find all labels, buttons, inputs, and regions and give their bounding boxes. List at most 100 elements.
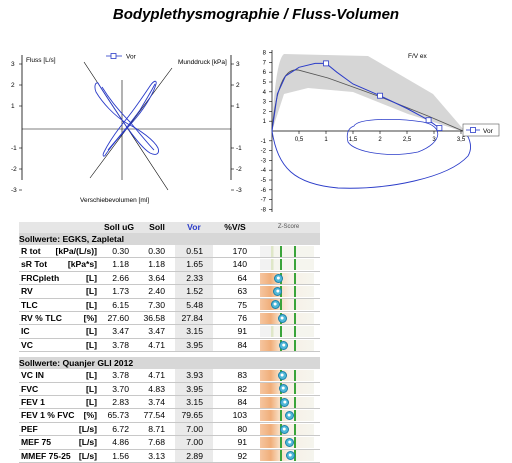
param-name: sR Tot [kPa*s] bbox=[19, 257, 99, 272]
param-unit: [kPa*s] bbox=[67, 259, 97, 270]
zscore-marker: ● bbox=[279, 424, 289, 434]
table-row: FRCpleth [L] 2.66 3.64 2.33 64 ● bbox=[19, 271, 320, 286]
param-name: PEF [L/s] bbox=[19, 422, 99, 437]
cell-soll-ug: 2.66 bbox=[99, 271, 139, 286]
cell-pct: 80 bbox=[213, 422, 257, 437]
cell-soll-ug: 3.78 bbox=[99, 338, 139, 353]
fv-y-tick-label: -4 bbox=[261, 168, 267, 174]
cell-pct: 76 bbox=[213, 311, 257, 326]
cell-zscore: ● bbox=[257, 395, 320, 410]
param-name: R tot [kPa/(L/s)] bbox=[19, 245, 99, 259]
cell-soll: 2.40 bbox=[139, 284, 175, 299]
cell-zscore: ● bbox=[257, 338, 320, 353]
table-header-row: Soll uG Soll Vor %V/S Z-Score bbox=[19, 222, 320, 233]
left-axis-tick-label: 2 bbox=[11, 82, 15, 89]
zscore-marker: ● bbox=[285, 437, 295, 447]
cell-soll-ug: 3.70 bbox=[99, 382, 139, 397]
zscore-bar bbox=[260, 245, 314, 257]
param-unit: [L/s] bbox=[78, 423, 97, 434]
fv-y-tick-label: -2 bbox=[261, 149, 267, 155]
section-title: Sollwerte: Quanjer GLI 2012 bbox=[19, 357, 320, 370]
cell-vor: 3.93 bbox=[175, 369, 213, 383]
param-name: FRCpleth [L] bbox=[19, 271, 99, 286]
cell-soll: 4.71 bbox=[139, 338, 175, 353]
fv-ex-chart: F/V ex 8 7 6 5 4 3 2 1 -1 -2 -3 -4 -5 -6 -7 -8 0,5 1 1,5 2… bbox=[261, 50, 500, 213]
cell-zscore: ● bbox=[257, 284, 320, 299]
pressure-flow-loop bbox=[94, 80, 159, 157]
table-row: MEF 75 [L/s] 4.86 7.68 7.00 91 ● bbox=[19, 435, 320, 450]
cell-zscore: ● bbox=[257, 271, 320, 286]
cell-pct: 170 bbox=[213, 245, 257, 259]
zscore-bar: ● bbox=[260, 339, 314, 351]
param-unit: [L/s] bbox=[78, 450, 97, 461]
fv-chart-title: F/V ex bbox=[408, 53, 428, 60]
zscore-bar: ● bbox=[260, 312, 314, 324]
table-row: IC [L] 3.47 3.47 3.15 91 bbox=[19, 324, 320, 339]
left-axis-tick-label: -2 bbox=[11, 166, 17, 173]
param-unit: [L] bbox=[86, 272, 97, 283]
series-point-marker bbox=[323, 60, 329, 67]
cell-zscore bbox=[257, 324, 320, 339]
param-name: IC [L] bbox=[19, 324, 99, 339]
cell-pct: 84 bbox=[213, 395, 257, 410]
right-axis-tick-label: 2 bbox=[236, 82, 240, 89]
header-name bbox=[19, 222, 99, 233]
cell-zscore bbox=[257, 245, 320, 259]
fv-x-tick-label: 3 bbox=[432, 137, 436, 143]
cell-soll-ug: 4.86 bbox=[99, 435, 139, 450]
param-name: RV [L] bbox=[19, 284, 99, 299]
inspiratory-loop bbox=[271, 130, 471, 189]
left-axis-tick-label: 1 bbox=[11, 103, 15, 110]
cell-soll: 3.64 bbox=[139, 271, 175, 286]
table-row: RV % TLC [%] 27.60 36.58 27.84 76 ● bbox=[19, 311, 320, 326]
fv-chart-legend-label: Vor bbox=[483, 128, 494, 135]
fv-y-tick-label: 3 bbox=[263, 100, 267, 106]
tidal-loop bbox=[346, 118, 439, 155]
fv-x-tick-label: 0,5 bbox=[295, 137, 304, 143]
zscore-marker: ● bbox=[273, 273, 283, 283]
series-point-marker bbox=[436, 125, 443, 131]
cell-soll-ug: 6.72 bbox=[99, 422, 139, 437]
cell-vor: 3.15 bbox=[175, 395, 213, 410]
cell-soll-ug: 1.56 bbox=[99, 449, 139, 463]
fv-y-tick-label: -6 bbox=[261, 188, 267, 194]
zscore-bar: ● bbox=[260, 423, 314, 435]
cell-soll: 7.68 bbox=[139, 435, 175, 450]
cell-soll: 1.18 bbox=[139, 257, 175, 272]
param-unit: [%] bbox=[83, 410, 97, 421]
fv-y-tick-label: 4 bbox=[263, 90, 267, 96]
cell-pct: 84 bbox=[213, 338, 257, 353]
fv-x-tick-label: 2,5 bbox=[403, 137, 412, 143]
param-name: FVC [L] bbox=[19, 382, 99, 397]
fv-y-tick-label: -5 bbox=[261, 178, 267, 184]
table-row: VC IN [L] 3.78 4.71 3.93 83 ● bbox=[19, 369, 320, 383]
cell-soll-ug: 2.83 bbox=[99, 395, 139, 410]
zscore-bar: ● bbox=[260, 410, 314, 422]
cell-pct: 75 bbox=[213, 298, 257, 313]
section-spacer bbox=[19, 351, 320, 358]
cell-soll: 77.54 bbox=[139, 408, 175, 423]
param-name: MEF 75 [L/s] bbox=[19, 435, 99, 450]
fv-y-tick-label: -8 bbox=[261, 207, 267, 213]
fv-chart-legend: Vor bbox=[462, 123, 500, 137]
cell-zscore: ● bbox=[257, 369, 320, 383]
table-row: FEV 1 % FVC [%] 65.73 77.54 79.65 103 ● bbox=[19, 408, 320, 423]
page-title: Bodyplethysmographie / Fluss-Volumen bbox=[112, 6, 400, 23]
param-unit: [L/s] bbox=[78, 437, 97, 448]
zscore-marker: ● bbox=[284, 411, 294, 421]
cell-vor: 27.84 bbox=[175, 311, 213, 326]
param-name: VC IN [L] bbox=[19, 369, 99, 383]
cell-pct: 63 bbox=[213, 284, 257, 299]
cell-soll-ug: 65.73 bbox=[99, 408, 139, 423]
cell-pct: 82 bbox=[213, 382, 257, 397]
zscore-marker: ● bbox=[279, 340, 289, 350]
left-chart-ylabel: Fluss [L/s] bbox=[26, 57, 56, 64]
right-axis-tick-label: 3 bbox=[236, 61, 240, 68]
cell-pct: 140 bbox=[213, 257, 257, 272]
section-title: Sollwerte: EGKS, Zapletal bbox=[19, 233, 320, 245]
cell-soll-ug: 27.60 bbox=[99, 311, 139, 326]
header-soll: Soll bbox=[139, 222, 175, 233]
cell-zscore: ● bbox=[257, 408, 320, 423]
zscore-bar: ● bbox=[260, 450, 314, 462]
table-row: VC [L] 3.78 4.71 3.95 84 ● bbox=[19, 338, 320, 353]
